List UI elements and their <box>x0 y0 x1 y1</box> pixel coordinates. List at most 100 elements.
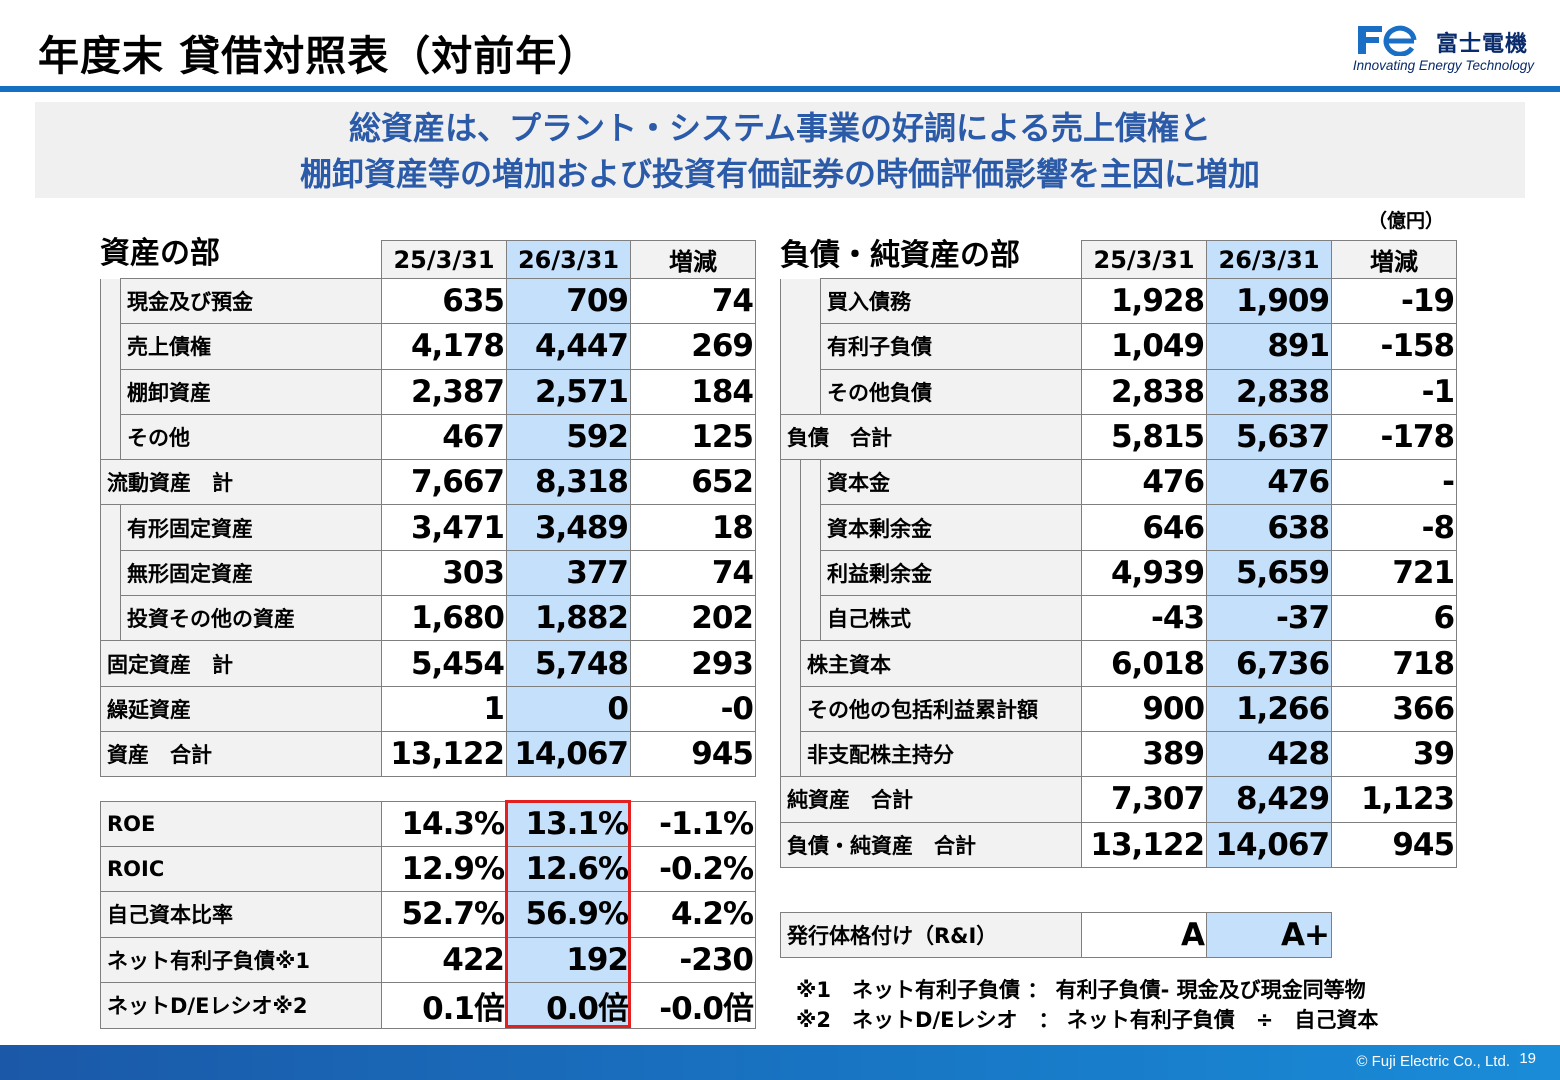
row-label: ROE <box>100 800 382 848</box>
table-row: その他負債 2,838 2,838 -1 <box>780 368 1458 415</box>
value-cur: 5,659 <box>1206 549 1333 597</box>
row-label: 自己資本比率 <box>100 891 382 938</box>
page-number: 19 <box>1519 1050 1536 1067</box>
table-row: 現金及び預金 635 709 74 <box>100 277 756 325</box>
row-label: 株主資本 <box>799 640 1083 687</box>
rating-label: 発行体格付け（R&I） <box>780 912 1082 958</box>
company-tagline: Innovating Energy Technology <box>1352 58 1534 73</box>
value-cur: 1,909 <box>1206 277 1333 325</box>
table-row: ROE 14.3% 13.1% -1.1% <box>100 800 756 848</box>
row-label: 固定資産 計 <box>100 640 382 687</box>
value-diff: -178 <box>1331 413 1458 461</box>
liabilities-heading: 負債・純資産の部 <box>780 238 1020 273</box>
value-diff: 18 <box>630 504 756 551</box>
table-row: 負債 合計 5,815 5,637 -178 <box>779 413 1458 461</box>
value-cur: 5,748 <box>506 640 631 687</box>
value-diff: 945 <box>630 730 756 778</box>
table-row: 買入債務 1,928 1,909 -19 <box>780 277 1458 325</box>
table-row: 無形固定資産 303 377 74 <box>100 549 756 597</box>
value-diff: 74 <box>630 277 756 325</box>
value-cur: -37 <box>1206 595 1333 642</box>
value-cur: 638 <box>1206 504 1333 551</box>
value-diff: -8 <box>1331 504 1458 551</box>
row-label: 自己株式 <box>819 595 1083 642</box>
table-row: 自己資本比率 52.7% 56.9% 4.2% <box>100 891 756 938</box>
page-title: 年度末 貸借対照表（対前年） <box>38 32 600 80</box>
row-label: 純資産 合計 <box>779 776 1083 823</box>
row-label: 利益剰余金 <box>819 549 1083 597</box>
value-cur: 1,266 <box>1206 685 1333 732</box>
table-row: 棚卸資産 2,387 2,571 184 <box>100 368 756 415</box>
table-row: 有利子負債 1,049 891 -158 <box>780 323 1458 370</box>
row-label: ネットD/Eレシオ※2 <box>100 981 382 1029</box>
table-row: ネット有利子負債※1 422 192 -230 <box>100 936 756 983</box>
value-prev: 422 <box>381 936 507 983</box>
value-prev: 900 <box>1081 685 1208 732</box>
summary-line-2: 棚卸資産等の増加および投資有価証券の時価評価影響を主因に増加 <box>299 155 1260 193</box>
table-row: 投資その他の資産 1,680 1,882 202 <box>100 595 756 642</box>
row-label: 負債・純資産 合計 <box>779 821 1083 868</box>
value-cur: 476 <box>1206 459 1333 506</box>
value-prev: 52.7% <box>381 891 507 938</box>
value-prev: 3,471 <box>381 504 507 551</box>
assets-header-row: 25/3/31 26/3/31 増減 <box>101 240 756 279</box>
value-cur: 8,318 <box>506 459 631 506</box>
table-row: 発行体格付け（R&I） A A+ <box>780 912 1332 958</box>
value-cur: 592 <box>506 413 631 461</box>
row-label: 資産 合計 <box>100 730 382 778</box>
value-cur: 2,838 <box>1206 368 1333 415</box>
row-label: 流動資産 計 <box>100 459 382 506</box>
value-diff: -158 <box>1331 323 1458 370</box>
indicators-table: ROE 14.3% 13.1% -1.1% ROIC 12.9% 12.6% -… <box>100 800 756 1029</box>
value-diff: - <box>1331 459 1458 506</box>
row-label: その他の包括利益累計額 <box>799 685 1083 732</box>
value-prev: 303 <box>381 549 507 597</box>
value-prev: 14.3% <box>381 800 507 848</box>
value-cur: 0.0倍 <box>506 981 631 1029</box>
table-row: 利益剰余金 4,939 5,659 721 <box>780 549 1458 597</box>
value-prev: 13,122 <box>381 730 507 778</box>
col-header-cur: 26/3/31 <box>1206 240 1333 279</box>
assets-table: 25/3/31 26/3/31 増減 現金及び預金 635 709 74 売上債… <box>100 240 756 778</box>
value-prev: 4,939 <box>1081 549 1208 597</box>
table-row: 繰延資産 1 0 -0 <box>100 685 756 732</box>
value-prev: 13,122 <box>1081 821 1208 868</box>
value-cur: 14,067 <box>1206 821 1333 868</box>
footnote-2: ※2 ネットD/Eレシオ ： ネット有利子負債 ÷ 自己資本 <box>796 1008 1379 1032</box>
value-prev: 389 <box>1081 730 1208 778</box>
value-prev: 635 <box>381 277 507 325</box>
table-row: 非支配株主持分 389 428 39 <box>780 730 1458 778</box>
value-diff: -19 <box>1331 277 1458 325</box>
value-prev: -43 <box>1081 595 1208 642</box>
company-name: 富士電機 <box>1435 32 1528 57</box>
rating-cur: A+ <box>1206 912 1332 958</box>
row-label: その他負債 <box>819 368 1083 415</box>
value-prev: 5,815 <box>1081 413 1208 461</box>
value-diff: 945 <box>1331 821 1458 868</box>
value-diff: 39 <box>1331 730 1458 778</box>
value-cur: 5,637 <box>1206 413 1333 461</box>
row-label: 非支配株主持分 <box>799 730 1083 778</box>
value-prev: 1,928 <box>1081 277 1208 325</box>
table-row: 負債・純資産 合計 13,122 14,067 945 <box>779 821 1458 868</box>
col-header-prev: 25/3/31 <box>381 240 507 279</box>
value-diff: 184 <box>630 368 756 415</box>
value-cur: 8,429 <box>1206 776 1333 823</box>
rating-table: 発行体格付け（R&I） A A+ <box>780 912 1332 958</box>
value-prev: 2,838 <box>1081 368 1208 415</box>
value-cur: 6,736 <box>1206 640 1333 687</box>
col-header-cur: 26/3/31 <box>506 240 631 279</box>
value-diff: 125 <box>630 413 756 461</box>
row-label: 資本金 <box>819 459 1083 506</box>
table-row: 資産 合計 13,122 14,067 945 <box>100 730 756 778</box>
row-label: その他 <box>120 413 382 461</box>
value-diff: 366 <box>1331 685 1458 732</box>
value-prev: 2,387 <box>381 368 507 415</box>
value-prev: 467 <box>381 413 507 461</box>
value-prev: 476 <box>1081 459 1208 506</box>
value-prev: 7,307 <box>1081 776 1208 823</box>
table-row: ROIC 12.9% 12.6% -0.2% <box>100 846 756 893</box>
footer-bar <box>0 1045 1560 1080</box>
value-cur: 14,067 <box>506 730 631 778</box>
value-diff: 269 <box>630 323 756 370</box>
